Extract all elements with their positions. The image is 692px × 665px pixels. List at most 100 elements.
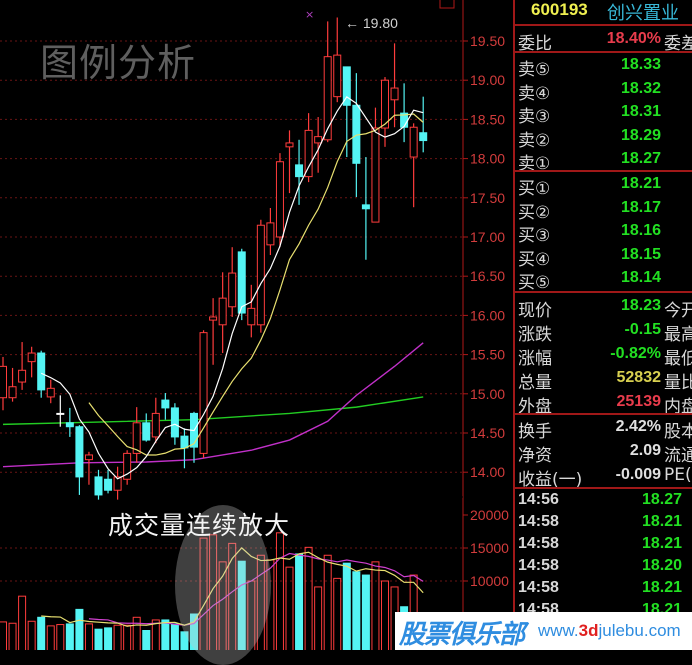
tick-row[interactable]: 14:58 18.21 xyxy=(515,533,692,557)
info-row[interactable]: 净资 2.09流通 xyxy=(515,439,692,466)
sell-level-row[interactable]: 卖② 18.29 xyxy=(515,124,692,151)
quote-panel: 600193 创兴置业 委比 18.40%委差卖⑤ 18.33 卖④ 18.32 卖③ 18… xyxy=(513,0,692,650)
buy-level-row[interactable]: 买⑤ 18.14 xyxy=(515,266,692,293)
price-tick-label: 17.00 xyxy=(470,229,505,245)
candle-body xyxy=(237,251,246,314)
divider xyxy=(515,24,692,26)
buy-level-row[interactable]: 买④ 18.15 xyxy=(515,243,692,270)
tick-row[interactable]: 14:58 18.21 xyxy=(515,577,692,601)
tick-row[interactable]: 14:58 18.21 xyxy=(515,511,692,535)
volume-bar xyxy=(132,616,141,650)
candle-body xyxy=(65,422,74,428)
candle xyxy=(142,413,151,442)
candle-body xyxy=(0,365,7,399)
quote-row[interactable]: 现价 18.23今开 xyxy=(515,294,692,321)
candle xyxy=(190,411,198,463)
price-tick-label: 18.00 xyxy=(470,151,505,167)
candle xyxy=(151,397,160,444)
brand-watermark: 股票俱乐部 www.3djulebu.com xyxy=(395,612,692,650)
row-value: 18.29 xyxy=(620,126,661,144)
stock-header[interactable]: 600193 创兴置业 xyxy=(515,0,692,24)
candle-body xyxy=(342,66,351,106)
candle-body xyxy=(123,452,132,480)
volume-bar xyxy=(228,542,237,650)
candle xyxy=(56,395,65,427)
quote-row[interactable]: 外盘 25139内盘 xyxy=(515,390,692,417)
stock-code: 600193 xyxy=(531,0,588,19)
candle-body xyxy=(256,224,265,326)
candle xyxy=(132,407,141,463)
candle xyxy=(266,207,275,256)
candle-body xyxy=(104,478,113,491)
candle xyxy=(209,298,218,365)
candle-body xyxy=(161,399,170,409)
price-tick-label: 19.50 xyxy=(470,33,505,49)
quote-row[interactable]: 总量 52832量比 xyxy=(515,366,692,393)
highlight-ellipse xyxy=(175,505,271,665)
price-tick-label: 14.00 xyxy=(470,464,505,480)
row-value: 18.21 xyxy=(620,175,661,192)
candle-body xyxy=(304,129,313,178)
candle-body xyxy=(333,54,342,98)
tick-time: 14:58 xyxy=(518,535,559,552)
candle xyxy=(371,107,380,223)
row-value: 18.40% xyxy=(606,30,661,47)
volume-bar xyxy=(218,561,227,650)
tick-row[interactable]: 14:56 18.27 xyxy=(515,489,692,513)
sell-level-row[interactable]: 卖① 18.27 xyxy=(515,147,692,174)
candle xyxy=(419,96,428,153)
row-value: 18.16 xyxy=(620,222,661,240)
row-value: 18.32 xyxy=(620,79,661,97)
candle xyxy=(314,117,323,173)
candle-body xyxy=(37,352,46,391)
divider xyxy=(515,413,692,415)
divider xyxy=(515,51,692,53)
price-tick-label: 18.50 xyxy=(470,111,505,127)
volume-bar xyxy=(314,586,323,650)
candle-body xyxy=(142,422,151,441)
candle-body xyxy=(27,352,36,363)
volume-bar xyxy=(27,620,36,650)
sell-level-row[interactable]: 卖⑤ 18.33 xyxy=(515,53,692,80)
tick-time: 14:56 xyxy=(518,491,559,508)
row-value: -0.009 xyxy=(615,466,661,483)
volume-bar xyxy=(56,624,65,650)
volume-bar xyxy=(371,561,380,650)
candle-body xyxy=(46,387,55,398)
weibi-row[interactable]: 委比 18.40%委差 xyxy=(515,27,692,54)
price-tick-label: 15.00 xyxy=(470,386,505,402)
candle xyxy=(104,469,113,494)
candle xyxy=(218,272,227,354)
url-suffix: julebu.com xyxy=(598,621,681,640)
candle-body xyxy=(381,79,389,129)
row-label: 买④ xyxy=(518,249,551,270)
row-label: 卖⑤ xyxy=(518,60,551,80)
candle xyxy=(361,157,370,260)
candle-body xyxy=(419,132,428,142)
quote-row[interactable]: 涨幅 -0.82%最低 xyxy=(515,342,692,369)
row-value: 18.15 xyxy=(620,245,661,263)
tick-row[interactable]: 14:58 18.20 xyxy=(515,555,692,579)
candle xyxy=(27,346,36,378)
buy-level-row[interactable]: 买② 18.17 xyxy=(515,196,692,223)
buy-level-row[interactable]: 买③ 18.16 xyxy=(515,219,692,246)
divider xyxy=(515,170,692,172)
volume-tick-label: 15000 xyxy=(470,540,509,556)
volume-bar xyxy=(199,537,208,650)
candle-body xyxy=(371,127,380,223)
candle xyxy=(0,356,7,411)
volume-bar xyxy=(352,571,361,650)
watermark-title: 图例分析 xyxy=(40,41,197,85)
row-value: -0.82% xyxy=(610,345,661,362)
row-value: 18.14 xyxy=(620,269,661,287)
sell-level-row[interactable]: 卖④ 18.32 xyxy=(515,77,692,104)
cross-marker-icon: × xyxy=(305,8,315,21)
row-value: 2.42% xyxy=(615,418,661,435)
buy-level-row[interactable]: 买① 18.21 xyxy=(515,172,692,199)
quote-row[interactable]: 涨跌 -0.15最高 xyxy=(515,318,692,345)
row-label: 净资 xyxy=(518,446,552,466)
info-row[interactable]: 收益(一) -0.009 PE( xyxy=(515,463,692,490)
info-row[interactable]: 换手 2.42%股本 xyxy=(515,415,692,442)
sell-level-row[interactable]: 卖③ 18.31 xyxy=(515,100,692,127)
candle xyxy=(409,123,418,208)
